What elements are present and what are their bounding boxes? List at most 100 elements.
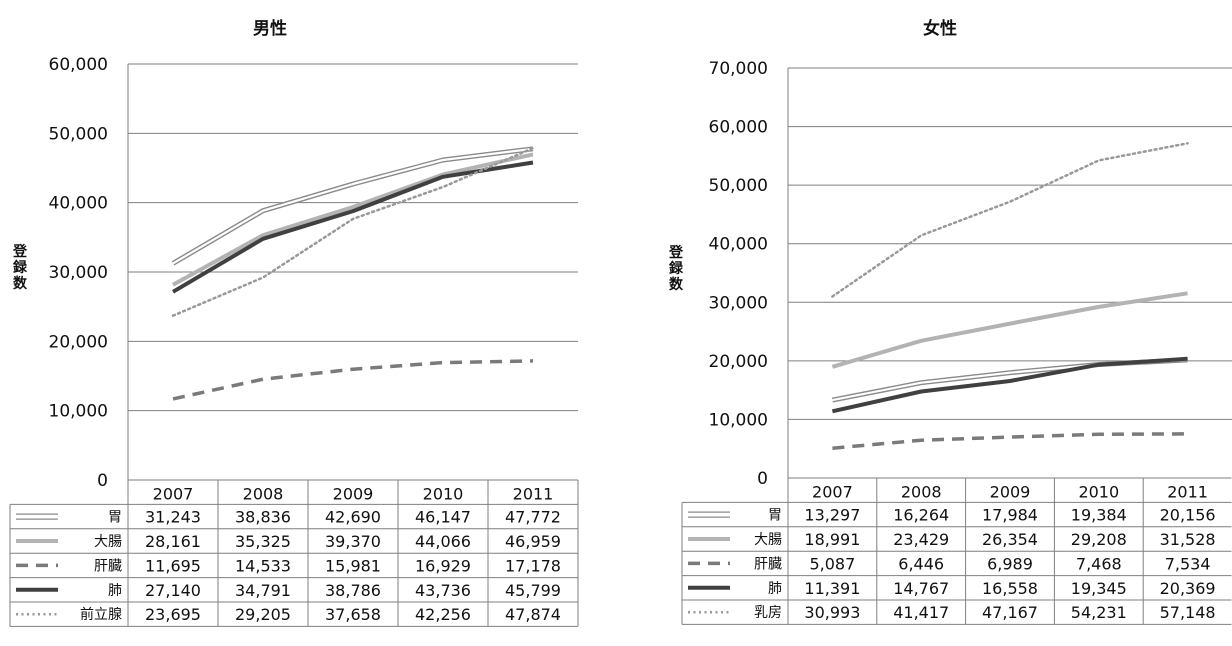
y-tick-label: 40,000 bbox=[709, 235, 768, 255]
y-tick-label: 60,000 bbox=[709, 118, 768, 138]
data-label: 20,156 bbox=[1160, 506, 1216, 525]
data-label: 26,354 bbox=[982, 530, 1038, 549]
data-label: 17,984 bbox=[982, 506, 1038, 525]
data-label: 54,231 bbox=[1071, 603, 1127, 622]
x-tick-label: 2009 bbox=[990, 482, 1031, 501]
legend-label-肺: 肺 bbox=[768, 581, 782, 597]
y-tick-label: 40,000 bbox=[49, 194, 108, 214]
data-label: 34,791 bbox=[235, 581, 291, 600]
legend-label-胃: 胃 bbox=[108, 510, 122, 526]
data-label: 6,989 bbox=[987, 554, 1033, 573]
data-label: 7,468 bbox=[1076, 554, 1122, 573]
data-label: 31,243 bbox=[145, 508, 201, 527]
data-label: 30,993 bbox=[804, 603, 860, 622]
y-tick-label: 60,000 bbox=[49, 55, 108, 75]
data-label: 39,370 bbox=[325, 532, 381, 551]
y-tick-label: 20,000 bbox=[49, 332, 108, 352]
series-line-大腸 bbox=[172, 152, 534, 287]
legend-label-胃: 胃 bbox=[768, 508, 782, 524]
data-label: 42,256 bbox=[415, 605, 471, 624]
data-label: 18,991 bbox=[804, 530, 860, 549]
data-label: 17,178 bbox=[505, 556, 561, 575]
data-label: 19,384 bbox=[1071, 506, 1127, 525]
x-tick-label: 2007 bbox=[812, 482, 853, 501]
series-line-大腸 bbox=[831, 291, 1188, 369]
data-label: 23,695 bbox=[145, 605, 201, 624]
y-tick-label: 50,000 bbox=[709, 176, 768, 196]
chart-male: 男性 0 10,000 20,000 30,000 40,000 50,000 60,000 登… bbox=[9, 18, 579, 627]
data-label: 31,528 bbox=[1160, 530, 1216, 549]
x-tick-label: 2008 bbox=[901, 482, 942, 501]
y-tick-label: 70,000 bbox=[709, 59, 768, 79]
y-tick-label: 0 bbox=[97, 471, 108, 491]
chart-female: 女性 0 10,000 20,000 30,000 40,000 50,000 60,000 7… bbox=[668, 18, 1232, 625]
chart-title: 女性 bbox=[923, 18, 957, 39]
legend-label-大腸: 大腸 bbox=[754, 532, 782, 548]
series-line-肺 bbox=[831, 356, 1188, 414]
x-tick-label: 2011 bbox=[513, 484, 554, 503]
data-label: 27,140 bbox=[145, 581, 201, 600]
data-label: 5,087 bbox=[809, 554, 855, 573]
data-label: 28,161 bbox=[145, 532, 201, 551]
legend-label-肝臓: 肝臓 bbox=[754, 556, 782, 572]
data-label: 23,429 bbox=[893, 530, 949, 549]
data-label: 13,297 bbox=[804, 506, 860, 525]
y-tick-label: 30,000 bbox=[709, 293, 768, 313]
data-label: 44,066 bbox=[415, 532, 471, 551]
series-line-胃-inner bbox=[172, 147, 534, 265]
data-label: 35,325 bbox=[235, 532, 291, 551]
data-label: 11,695 bbox=[145, 556, 201, 575]
y-axis-label: 登録数 bbox=[12, 243, 28, 292]
legend-label-大腸: 大腸 bbox=[94, 534, 122, 550]
data-label: 57,148 bbox=[1160, 603, 1216, 622]
series-line-肝臓 bbox=[832, 432, 1188, 450]
data-label: 47,874 bbox=[505, 605, 561, 624]
data-label: 41,417 bbox=[893, 603, 949, 622]
data-label: 37,658 bbox=[325, 605, 381, 624]
x-tick-label: 2010 bbox=[1078, 482, 1119, 501]
y-tick-label: 10,000 bbox=[709, 410, 768, 430]
series-line-前立腺 bbox=[171, 146, 535, 317]
data-table: 2007 2008 2009 2010 2011 胃 31,243 38,836 42,690 4… bbox=[9, 479, 579, 627]
x-tick-label: 2008 bbox=[243, 484, 284, 503]
data-label: 29,205 bbox=[235, 605, 291, 624]
legend-label-乳房: 乳房 bbox=[754, 605, 782, 621]
legend-label-肺: 肺 bbox=[108, 583, 122, 599]
data-label: 19,345 bbox=[1071, 579, 1127, 598]
y-tick-label: 10,000 bbox=[49, 402, 108, 422]
data-label: 7,534 bbox=[1165, 554, 1211, 573]
series-line-乳房 bbox=[831, 142, 1189, 298]
data-label: 14,767 bbox=[893, 579, 949, 598]
data-label: 29,208 bbox=[1071, 530, 1127, 549]
data-label: 46,959 bbox=[505, 532, 561, 551]
data-label: 16,264 bbox=[893, 506, 949, 525]
chart-title: 男性 bbox=[253, 18, 287, 39]
data-table: 2007 2008 2009 2010 2011 胃 13,297 16,264 17,984 1… bbox=[681, 477, 1232, 625]
y-tick-label: 50,000 bbox=[49, 124, 108, 144]
series-line-肝臓 bbox=[172, 359, 534, 401]
x-tick-label: 2009 bbox=[333, 484, 374, 503]
x-tick-label: 2011 bbox=[1167, 482, 1208, 501]
data-label: 16,558 bbox=[982, 579, 1038, 598]
data-label: 46,147 bbox=[415, 508, 471, 527]
data-label: 16,929 bbox=[415, 556, 471, 575]
data-label: 11,391 bbox=[804, 579, 860, 598]
data-label: 47,772 bbox=[505, 508, 561, 527]
data-label: 45,799 bbox=[505, 581, 561, 600]
legend-label-前立腺: 前立腺 bbox=[80, 606, 122, 623]
data-label: 38,836 bbox=[235, 508, 291, 527]
data-label: 6,446 bbox=[898, 554, 944, 573]
data-label: 47,167 bbox=[982, 603, 1038, 622]
legend-label-肝臓: 肝臓 bbox=[94, 558, 122, 574]
series-line-肺 bbox=[171, 160, 534, 294]
data-label: 43,736 bbox=[415, 581, 471, 600]
y-tick-label: 0 bbox=[757, 469, 768, 489]
data-label: 38,786 bbox=[325, 581, 381, 600]
data-label: 14,533 bbox=[235, 556, 291, 575]
y-axis-label: 登録数 bbox=[668, 244, 684, 293]
x-tick-label: 2010 bbox=[423, 484, 464, 503]
data-label: 20,369 bbox=[1160, 579, 1216, 598]
data-label: 15,981 bbox=[325, 556, 381, 575]
y-tick-label: 20,000 bbox=[709, 352, 768, 372]
